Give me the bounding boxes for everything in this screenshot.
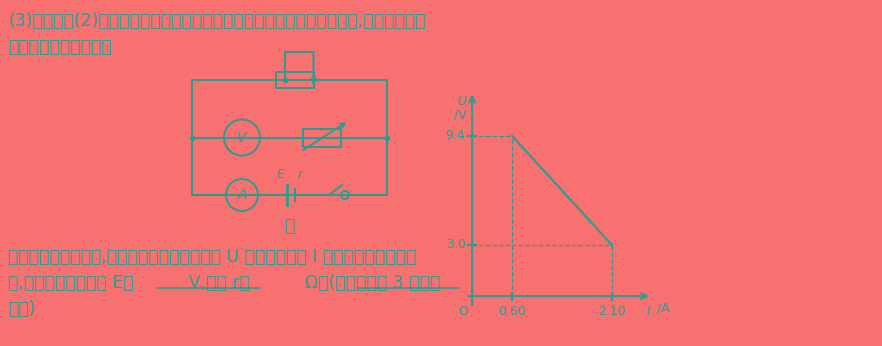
Text: A: A xyxy=(237,188,247,202)
Text: V: V xyxy=(237,130,247,145)
Text: 示,则该电池的电动势 E＝          V,内阻 r＝          Ω。(结果均保留 3 位有效: 示,则该电池的电动势 E＝ V,内阻 r＝ Ω。(结果均保留 3 位有效 xyxy=(8,274,440,292)
Text: /A: /A xyxy=(657,301,669,314)
Text: O: O xyxy=(459,304,468,318)
Text: 9.4: 9.4 xyxy=(445,129,466,143)
Text: 丁: 丁 xyxy=(563,235,573,253)
Text: U: U xyxy=(458,95,467,108)
Text: r: r xyxy=(297,168,303,181)
Text: 0.60: 0.60 xyxy=(498,306,526,318)
Text: 2.10: 2.10 xyxy=(598,306,625,318)
Text: E: E xyxy=(277,168,285,181)
Bar xyxy=(275,72,313,88)
Text: 根据测得的实验数据,该同学作出了电压表示数 U 和电流表示数 I 的关系图像如图丁所: 根据测得的实验数据,该同学作出了电压表示数 U 和电流表示数 I 的关系图像如图… xyxy=(8,248,416,266)
Text: 电池的电动势和内阻。: 电池的电动势和内阻。 xyxy=(8,38,112,56)
Text: 3.0: 3.0 xyxy=(445,238,466,252)
Text: 丙: 丙 xyxy=(284,217,295,235)
Text: I: I xyxy=(647,304,650,318)
Text: /V: /V xyxy=(454,109,467,122)
Text: (3)该同学将(2)中调好的电压表与其他实验器材连接成如图丙所示的电路,用伏安法测量: (3)该同学将(2)中调好的电压表与其他实验器材连接成如图丙所示的电路,用伏安法… xyxy=(8,12,426,30)
Text: 数字): 数字) xyxy=(8,300,35,318)
Bar xyxy=(303,128,341,146)
